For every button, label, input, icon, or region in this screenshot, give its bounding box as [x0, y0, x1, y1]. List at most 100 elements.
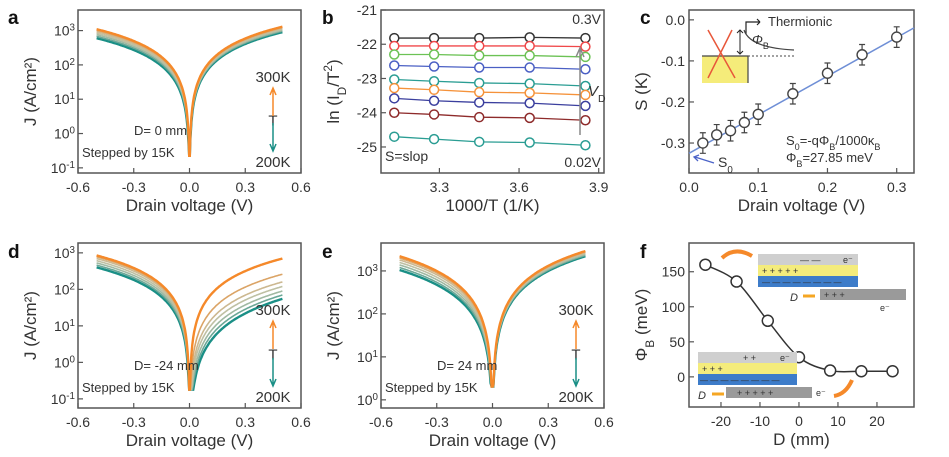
x-tick-label: 0.6 — [291, 414, 311, 430]
data-point — [428, 84, 440, 96]
data-point — [821, 67, 834, 79]
y-axis-label: J (A/cm²) — [21, 57, 40, 126]
charge-label: — — — — — — — — — [762, 278, 842, 287]
iv-curve-290K — [399, 249, 586, 388]
data-point — [855, 365, 868, 378]
vd-label: VD — [588, 83, 606, 105]
dirac-cone — [707, 29, 736, 79]
y-tick-label: 100 — [54, 354, 76, 371]
x-tick-label: -0.3 — [425, 414, 449, 430]
data-point — [473, 97, 485, 108]
y-tick-label: 102 — [54, 281, 75, 298]
data-point — [428, 75, 440, 87]
arrow-down-icon — [572, 358, 580, 388]
data-point — [524, 78, 535, 89]
data-point — [428, 95, 440, 106]
panel-d: d -0.6 -0.3 0.0 0.3 0.6 10-1 100 101 102 103 Drain … — [8, 242, 311, 450]
data-point — [389, 74, 400, 85]
arrow-up-icon — [572, 319, 580, 349]
curved-arrow-icon — [833, 379, 854, 398]
y-tick-label: 101 — [54, 317, 75, 334]
data-point — [724, 125, 737, 137]
barrier-curve — [743, 29, 795, 51]
charge-label: + + + + + — [762, 266, 798, 276]
x-axis-label: Drain voltage (V) — [738, 196, 866, 215]
x-tick-label: -0.6 — [369, 414, 393, 430]
distance-label: D= -24 mm — [134, 358, 199, 373]
distance-label: D= 24 mm — [437, 358, 497, 373]
data-point — [473, 62, 485, 73]
panel-letter: f — [640, 242, 647, 263]
temp-high-label: 300K — [255, 302, 290, 319]
dielectric-layer — [698, 374, 797, 385]
bottom-electrode — [726, 387, 812, 398]
temp-high-label: 300K — [255, 69, 290, 86]
x-tick-label: 0.6 — [594, 414, 614, 430]
data-point — [524, 40, 535, 52]
x-tick-label: 0.0 — [180, 179, 200, 195]
data-point — [580, 63, 591, 75]
y-axis-label: ΦB (meV) — [632, 289, 657, 362]
data-point — [428, 49, 440, 60]
charge-label: + + + + + — [737, 388, 773, 398]
x-tick-label: -0.3 — [122, 179, 146, 195]
series-line — [394, 136, 586, 146]
y-axis-label: J (A/cm²) — [324, 291, 343, 360]
y-tick-label: 103 — [54, 244, 76, 261]
x-tick-label: 0.3 — [887, 179, 907, 195]
x-tick-label: 3.6 — [509, 179, 529, 195]
data-point — [524, 87, 535, 99]
series-line — [394, 112, 586, 121]
y-tick-label: 150 — [662, 264, 686, 280]
arrow-down-icon — [269, 358, 277, 388]
temperature-symbol: T — [268, 347, 277, 364]
y-tick-label: -24 — [357, 105, 377, 121]
data-point — [428, 133, 440, 145]
data-point — [389, 60, 400, 71]
x-tick-label: 0.1 — [748, 179, 768, 195]
y-tick-label: -21 — [357, 2, 377, 18]
x-axis-label: D (mm) — [773, 430, 830, 449]
data-point — [697, 137, 709, 149]
x-tick-label: 0.3 — [539, 414, 559, 430]
data-point — [886, 365, 899, 378]
bottom-electrode — [820, 289, 906, 300]
y-tick-label: 10-1 — [51, 390, 75, 407]
x-tick-label: 3.3 — [430, 179, 450, 195]
x-tick-label: 0.6 — [291, 179, 311, 195]
data-point — [738, 116, 751, 129]
step-label: Stepped by 15K — [385, 380, 478, 395]
arrow-right-icon — [745, 18, 761, 34]
data-point — [710, 129, 723, 141]
step-label: Stepped by 15K — [82, 380, 175, 395]
temperature-symbol: T — [268, 113, 277, 130]
x-axis-label: 1000/T (1/K) — [445, 196, 539, 215]
plot-frame — [688, 9, 915, 174]
s0-label: S0 — [718, 154, 733, 176]
data-point — [580, 100, 591, 112]
data-point — [787, 88, 799, 100]
data-point — [524, 50, 535, 61]
electron-label: e⁻ — [843, 255, 853, 265]
charge-label: — — — — — — — — — [700, 376, 780, 385]
panel-b: b 3.3 3.6 3.9 -25 -24 -23 -22 -21 1000/T (1/K) ln … — [321, 2, 609, 215]
data-point — [428, 40, 440, 52]
y-tick-label: -25 — [357, 139, 377, 155]
x-tick-label: 20 — [869, 413, 885, 429]
panel-c: c 0.0 0.1 0.2 0.3 -0.3 -0.2 -0.1 0.0 Drain voltag… — [632, 8, 915, 215]
data-point — [473, 111, 485, 123]
y-tick-label: -0.2 — [661, 94, 685, 110]
data-point — [473, 136, 485, 148]
data-point — [580, 140, 591, 151]
iv-curve-290K — [96, 25, 283, 157]
x-tick-label: 0.2 — [818, 179, 838, 195]
data-point — [524, 62, 535, 73]
plot-frame — [688, 242, 915, 408]
data-point — [580, 41, 591, 52]
series-line — [394, 97, 586, 107]
y-tick-label: -0.3 — [661, 135, 685, 151]
temp-high-label: 300K — [558, 302, 593, 319]
panel-letter: c — [640, 8, 651, 29]
y-axis-label: J (A/cm²) — [21, 291, 40, 360]
slope-label: S=slop — [385, 148, 428, 164]
